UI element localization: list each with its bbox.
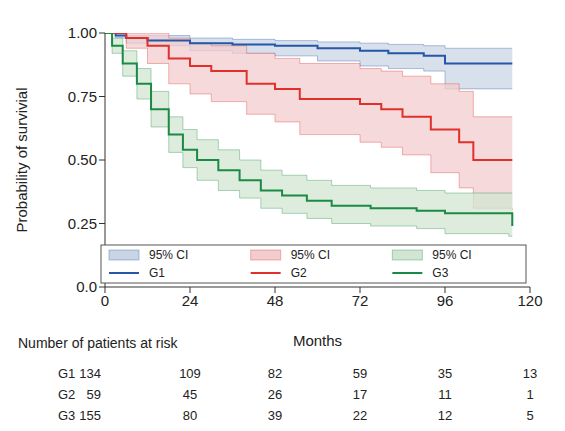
svg-text:0.25: 0.25 <box>68 215 97 232</box>
svg-text:45: 45 <box>183 387 197 402</box>
svg-text:48: 48 <box>267 292 284 309</box>
svg-text:80: 80 <box>183 408 197 423</box>
svg-text:5: 5 <box>526 408 533 423</box>
svg-text:0.0: 0.0 <box>76 278 97 295</box>
svg-text:1.00: 1.00 <box>68 24 97 41</box>
svg-text:120: 120 <box>517 292 542 309</box>
svg-text:82: 82 <box>268 366 282 381</box>
svg-text:24: 24 <box>182 292 199 309</box>
svg-text:G1: G1 <box>149 266 165 280</box>
svg-text:59: 59 <box>353 366 367 381</box>
svg-text:109: 109 <box>179 366 201 381</box>
svg-text:95% CI: 95% CI <box>149 248 188 262</box>
svg-text:0: 0 <box>101 292 109 309</box>
svg-text:Number of patients at risk: Number of patients at risk <box>18 335 179 351</box>
svg-text:59: 59 <box>87 387 101 402</box>
svg-text:Probability of survivial: Probability of survivial <box>13 87 30 232</box>
svg-text:G3: G3 <box>58 408 75 423</box>
svg-text:39: 39 <box>268 408 282 423</box>
svg-text:0.50: 0.50 <box>68 151 97 168</box>
svg-text:155: 155 <box>79 408 101 423</box>
svg-text:96: 96 <box>437 292 454 309</box>
svg-text:Months: Months <box>293 332 342 349</box>
svg-text:1: 1 <box>526 387 533 402</box>
svg-text:G2: G2 <box>58 387 75 402</box>
svg-text:G3: G3 <box>432 266 448 280</box>
svg-text:95% CI: 95% CI <box>432 248 471 262</box>
svg-text:72: 72 <box>352 292 369 309</box>
svg-text:11: 11 <box>438 387 452 402</box>
svg-text:95% CI: 95% CI <box>291 248 330 262</box>
svg-text:35: 35 <box>438 366 452 381</box>
svg-text:G2: G2 <box>291 266 307 280</box>
svg-text:26: 26 <box>268 387 282 402</box>
svg-text:0.75: 0.75 <box>68 88 97 105</box>
svg-text:22: 22 <box>353 408 367 423</box>
svg-text:13: 13 <box>523 366 537 381</box>
svg-text:G1: G1 <box>58 366 75 381</box>
svg-text:12: 12 <box>438 408 452 423</box>
svg-text:134: 134 <box>79 366 101 381</box>
svg-text:17: 17 <box>353 387 367 402</box>
